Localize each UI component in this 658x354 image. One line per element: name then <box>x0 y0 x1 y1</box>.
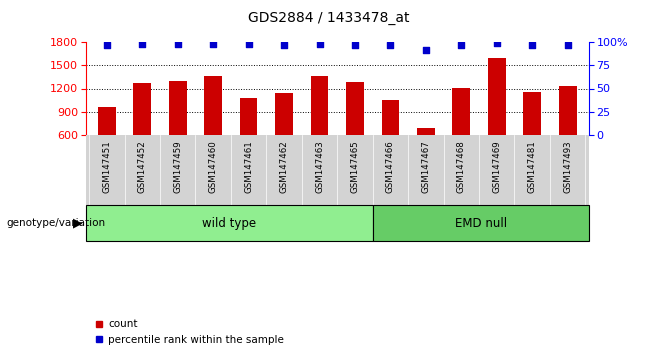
Text: GDS2884 / 1433478_at: GDS2884 / 1433478_at <box>248 11 410 25</box>
Bar <box>523 92 541 135</box>
Point <box>456 42 467 48</box>
Point <box>420 47 431 53</box>
Point <box>172 41 183 47</box>
Bar <box>453 88 470 135</box>
Text: GSM147467: GSM147467 <box>421 140 430 193</box>
Legend: count, percentile rank within the sample: count, percentile rank within the sample <box>91 315 288 349</box>
Text: GSM147459: GSM147459 <box>173 140 182 193</box>
Text: GSM147481: GSM147481 <box>528 140 537 193</box>
Bar <box>204 76 222 135</box>
Point <box>385 42 395 48</box>
Bar <box>488 58 505 135</box>
Bar <box>311 76 328 135</box>
Bar <box>86 205 373 241</box>
Text: GSM147468: GSM147468 <box>457 140 466 193</box>
Bar <box>559 86 576 135</box>
Bar <box>346 82 364 135</box>
Text: GSM147493: GSM147493 <box>563 140 572 193</box>
Bar <box>373 205 589 241</box>
Point <box>137 41 147 47</box>
Point <box>279 42 290 48</box>
Text: GSM147466: GSM147466 <box>386 140 395 193</box>
Bar <box>382 100 399 135</box>
Bar <box>134 83 151 135</box>
Point <box>527 42 538 48</box>
Point <box>349 42 360 48</box>
Text: EMD null: EMD null <box>455 217 507 229</box>
Bar <box>417 129 435 135</box>
Text: GSM147463: GSM147463 <box>315 140 324 193</box>
Point <box>208 41 218 47</box>
Point <box>492 41 502 46</box>
Point <box>563 42 573 48</box>
Point <box>315 41 325 47</box>
Text: GSM147451: GSM147451 <box>102 140 111 193</box>
Bar <box>98 107 116 135</box>
Bar <box>275 93 293 135</box>
Point <box>243 41 254 47</box>
Text: GSM147465: GSM147465 <box>351 140 359 193</box>
Bar <box>240 98 257 135</box>
Text: wild type: wild type <box>202 217 257 229</box>
Bar <box>169 81 187 135</box>
Text: GSM147460: GSM147460 <box>209 140 218 193</box>
Text: GSM147452: GSM147452 <box>138 140 147 193</box>
Text: GSM147469: GSM147469 <box>492 140 501 193</box>
Text: GSM147462: GSM147462 <box>280 140 289 193</box>
Text: genotype/variation: genotype/variation <box>7 218 106 228</box>
Text: ▶: ▶ <box>72 217 82 229</box>
Text: GSM147461: GSM147461 <box>244 140 253 193</box>
Point <box>101 42 112 48</box>
